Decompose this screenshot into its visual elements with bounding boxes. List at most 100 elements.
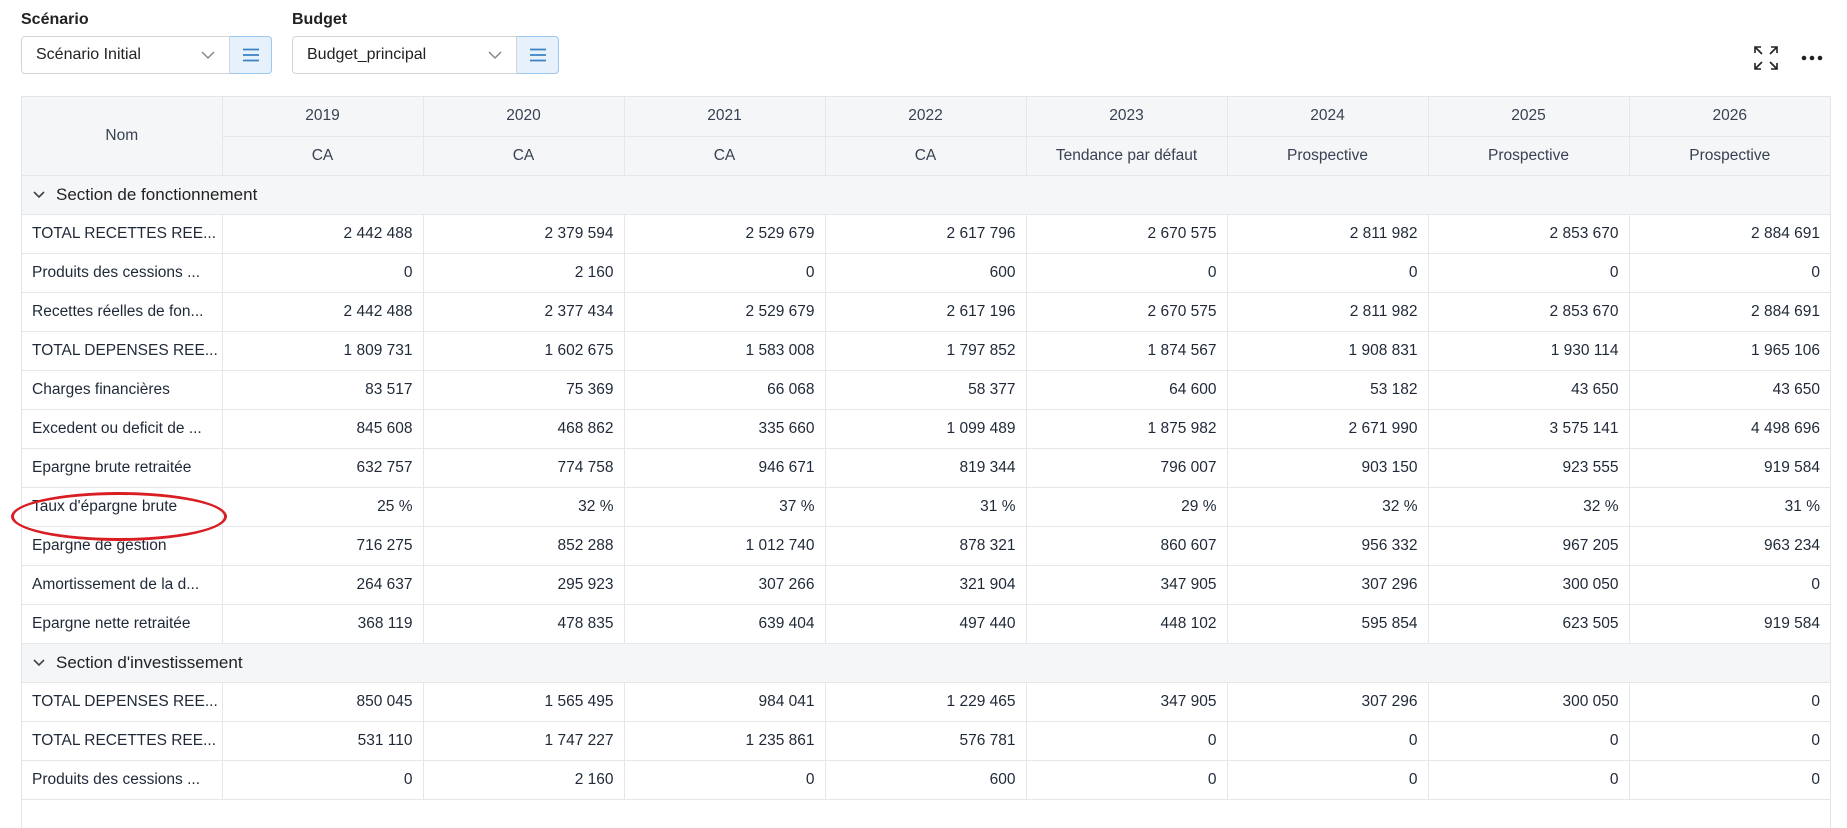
value-cell[interactable]: 0 [1427,252,1630,293]
value-cell[interactable]: 32 % [1226,486,1429,527]
value-cell[interactable]: 819 344 [824,447,1027,488]
value-cell[interactable]: 623 505 [1427,603,1630,644]
value-cell[interactable]: 1 930 114 [1427,330,1630,371]
value-cell[interactable]: 1 583 008 [623,330,826,371]
scenario-select[interactable]: Scénario Initial [21,36,230,74]
row-name-cell[interactable]: TOTAL RECETTES REE... [22,213,223,254]
value-cell[interactable]: 497 440 [824,603,1027,644]
value-cell[interactable]: 1 099 489 [824,408,1027,449]
row-name-cell[interactable]: Produits des cessions ... [22,759,223,800]
value-cell[interactable]: 32 % [422,486,625,527]
value-cell[interactable]: 0 [1628,759,1830,800]
value-cell[interactable]: 53 182 [1226,369,1429,410]
value-cell[interactable]: 860 607 [1025,525,1228,566]
column-header-year[interactable]: 2022 [824,97,1027,137]
row-name-cell[interactable]: TOTAL DEPENSES REE... [22,681,223,722]
value-cell[interactable]: 1 565 495 [422,681,625,722]
value-cell[interactable]: 300 050 [1427,681,1630,722]
value-cell[interactable]: 632 757 [221,447,424,488]
value-cell[interactable]: 307 266 [623,564,826,605]
value-cell[interactable]: 0 [1628,720,1830,761]
value-cell[interactable]: 31 % [824,486,1027,527]
value-cell[interactable]: 0 [221,252,424,293]
value-cell[interactable]: 335 660 [623,408,826,449]
table-row[interactable]: Taux d'épargne brute 25 % 32 % 37 % 31 % 29 %… [22,486,1830,527]
value-cell[interactable]: 0 [221,759,424,800]
value-cell[interactable]: 264 637 [221,564,424,605]
table-row[interactable]: Epargne brute retraitée 632 757 774 758 946… [22,447,1830,488]
value-cell[interactable]: 3 575 141 [1427,408,1630,449]
value-cell[interactable]: 478 835 [422,603,625,644]
budget-list-button[interactable] [517,36,559,74]
expand-icon[interactable] [1753,45,1779,71]
value-cell[interactable]: 468 862 [422,408,625,449]
value-cell[interactable]: 600 [824,759,1027,800]
value-cell[interactable]: 984 041 [623,681,826,722]
value-cell[interactable]: 31 % [1628,486,1830,527]
column-header-year[interactable]: 2026 [1628,97,1830,137]
value-cell[interactable]: 923 555 [1427,447,1630,488]
value-cell[interactable]: 29 % [1025,486,1228,527]
value-cell[interactable]: 852 288 [422,525,625,566]
chevron-down-icon[interactable] [32,658,46,667]
value-cell[interactable]: 2 853 670 [1427,291,1630,332]
value-cell[interactable]: 903 150 [1226,447,1429,488]
value-cell[interactable]: 25 % [221,486,424,527]
table-row[interactable]: TOTAL RECETTES REE... 2 442 488 2 379 594 2… [22,213,1830,254]
column-header-year[interactable]: 2019 [221,97,424,137]
value-cell[interactable]: 919 584 [1628,603,1830,644]
table-row[interactable]: TOTAL RECETTES REE... 531 110 1 747 227 1 2… [22,720,1830,761]
row-name-cell[interactable]: TOTAL DEPENSES REE... [22,330,223,371]
value-cell[interactable]: 1 809 731 [221,330,424,371]
column-header-year[interactable]: 2024 [1226,97,1429,137]
value-cell[interactable]: 2 442 488 [221,213,424,254]
row-name-cell[interactable]: Amortissement de la d... [22,564,223,605]
value-cell[interactable]: 1 235 861 [623,720,826,761]
table-row[interactable]: TOTAL DEPENSES REE... 850 045 1 565 495 984… [22,681,1830,722]
row-name-cell[interactable]: TOTAL RECETTES REE... [22,720,223,761]
value-cell[interactable]: 2 884 691 [1628,291,1830,332]
table-row[interactable]: Recettes réelles de fon... 2 442 488 2 377… [22,291,1830,332]
value-cell[interactable]: 295 923 [422,564,625,605]
value-cell[interactable]: 956 332 [1226,525,1429,566]
value-cell[interactable]: 2 529 679 [623,291,826,332]
value-cell[interactable]: 2 853 670 [1427,213,1630,254]
value-cell[interactable]: 4 498 696 [1628,408,1830,449]
value-cell[interactable]: 0 [623,759,826,800]
value-cell[interactable]: 347 905 [1025,564,1228,605]
value-cell[interactable]: 83 517 [221,369,424,410]
value-cell[interactable]: 919 584 [1628,447,1830,488]
table-row[interactable]: Produits des cessions ... 0 2 160 0 600 0 0 0 0 [22,252,1830,293]
table-row[interactable]: Produits des cessions ... 0 2 160 0 600 0 0 0 0 [22,759,1830,800]
value-cell[interactable]: 2 884 691 [1628,213,1830,254]
value-cell[interactable]: 2 811 982 [1226,291,1429,332]
value-cell[interactable]: 2 617 796 [824,213,1027,254]
row-name-cell[interactable]: Recettes réelles de fon... [22,291,223,332]
value-cell[interactable]: 716 275 [221,525,424,566]
value-cell[interactable]: 878 321 [824,525,1027,566]
value-cell[interactable]: 64 600 [1025,369,1228,410]
row-name-cell[interactable]: Excedent ou deficit de ... [22,408,223,449]
column-header-year[interactable]: 2023 [1025,97,1228,137]
value-cell[interactable]: 0 [1025,720,1228,761]
column-header-year[interactable]: 2025 [1427,97,1630,137]
value-cell[interactable]: 2 160 [422,252,625,293]
row-name-cell[interactable]: Epargne nette retraitée [22,603,223,644]
value-cell[interactable]: 37 % [623,486,826,527]
value-cell[interactable]: 2 379 594 [422,213,625,254]
value-cell[interactable]: 0 [1025,252,1228,293]
table-row[interactable]: Epargne de gestion 716 275 852 288 1 012 74… [22,525,1830,566]
value-cell[interactable]: 368 119 [221,603,424,644]
value-cell[interactable]: 2 377 434 [422,291,625,332]
value-cell[interactable]: 1 874 567 [1025,330,1228,371]
row-name-cell[interactable]: Charges financières [22,369,223,410]
value-cell[interactable]: 0 [1427,720,1630,761]
value-cell[interactable]: 43 650 [1628,369,1830,410]
value-cell[interactable]: 600 [824,252,1027,293]
chevron-down-icon[interactable] [32,190,46,199]
value-cell[interactable]: 1 747 227 [422,720,625,761]
section-header-cell[interactable]: Section d'investissement [22,642,1830,683]
row-name-cell[interactable]: Taux d'épargne brute [22,486,223,527]
value-cell[interactable]: 774 758 [422,447,625,488]
value-cell[interactable]: 946 671 [623,447,826,488]
